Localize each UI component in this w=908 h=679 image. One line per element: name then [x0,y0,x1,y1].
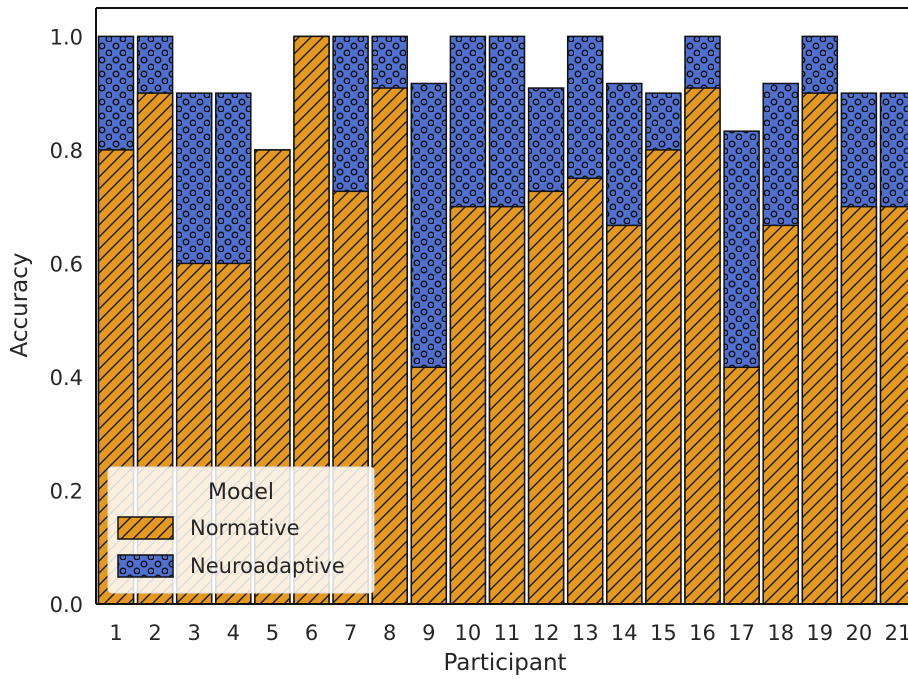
bar-normative-10 [449,205,487,605]
bar-normative-19 [801,92,839,605]
bar-normative-15 [645,149,682,605]
x-tick-label: 5 [266,621,279,645]
x-tick-label: 17 [728,621,755,645]
legend-swatch-neuroadaptive [117,554,174,578]
y-tick-label: 0.8 [50,139,83,163]
y-tick-label: 0.0 [50,593,83,617]
legend-label-neuroadaptive: Neuroadaptive [190,554,345,578]
x-tick-label: 18 [767,621,794,645]
x-tick-label: 12 [533,621,560,645]
y-tick-label: 0.6 [50,252,83,276]
y-tick-label: 1.0 [50,25,83,49]
axes-layer: 1 2 3 4 5 6 7 8 9 10 11 12 13 14 15 16 17 18 19 20 210.00.20… [50,7,908,645]
bar-normative-16 [684,87,721,605]
bar-normative-11 [488,205,526,605]
x-tick-label: 7 [344,621,357,645]
bar-normative-13 [566,177,604,605]
y-tick-label: 0.4 [50,366,83,390]
legend-swatch-normative [117,516,174,540]
bar-normative-18 [762,224,799,605]
x-tick-label: 3 [188,621,201,645]
x-tick-label: 15 [650,621,677,645]
bar-normative-20 [840,205,878,605]
bar-normative-21 [879,205,908,605]
y-tick-label: 0.2 [50,479,83,503]
x-tick-label: 9 [422,621,435,645]
legend-title: Model [208,480,274,505]
legend: Model Normative Neuroadaptive [107,466,375,594]
bar-normative-17 [723,366,760,605]
bar-normative-8 [371,87,408,605]
x-tick-label: 1 [109,621,122,645]
x-tick-label: 14 [611,621,638,645]
x-tick-label: 20 [846,621,873,645]
x-tick-label: 6 [305,621,318,645]
legend-box [107,466,375,594]
x-tick-label: 16 [689,621,716,645]
x-tick-label: 13 [572,621,599,645]
x-axis-label: Participant [443,650,566,676]
x-tick-label: 19 [806,621,833,645]
bars-layer [97,35,908,605]
x-tick-label: 21 [885,621,908,645]
x-tick-label: 4 [227,621,240,645]
x-tick-label: 8 [383,621,396,645]
x-tick-label: 10 [455,621,482,645]
y-axis-label: Accuracy [7,252,33,357]
bar-normative-14 [606,224,643,605]
x-tick-label: 11 [494,621,521,645]
legend-label-normative: Normative [190,516,300,540]
bar-normative-9 [410,366,448,605]
x-tick-label: 2 [148,621,161,645]
bar-normative-12 [527,190,565,605]
